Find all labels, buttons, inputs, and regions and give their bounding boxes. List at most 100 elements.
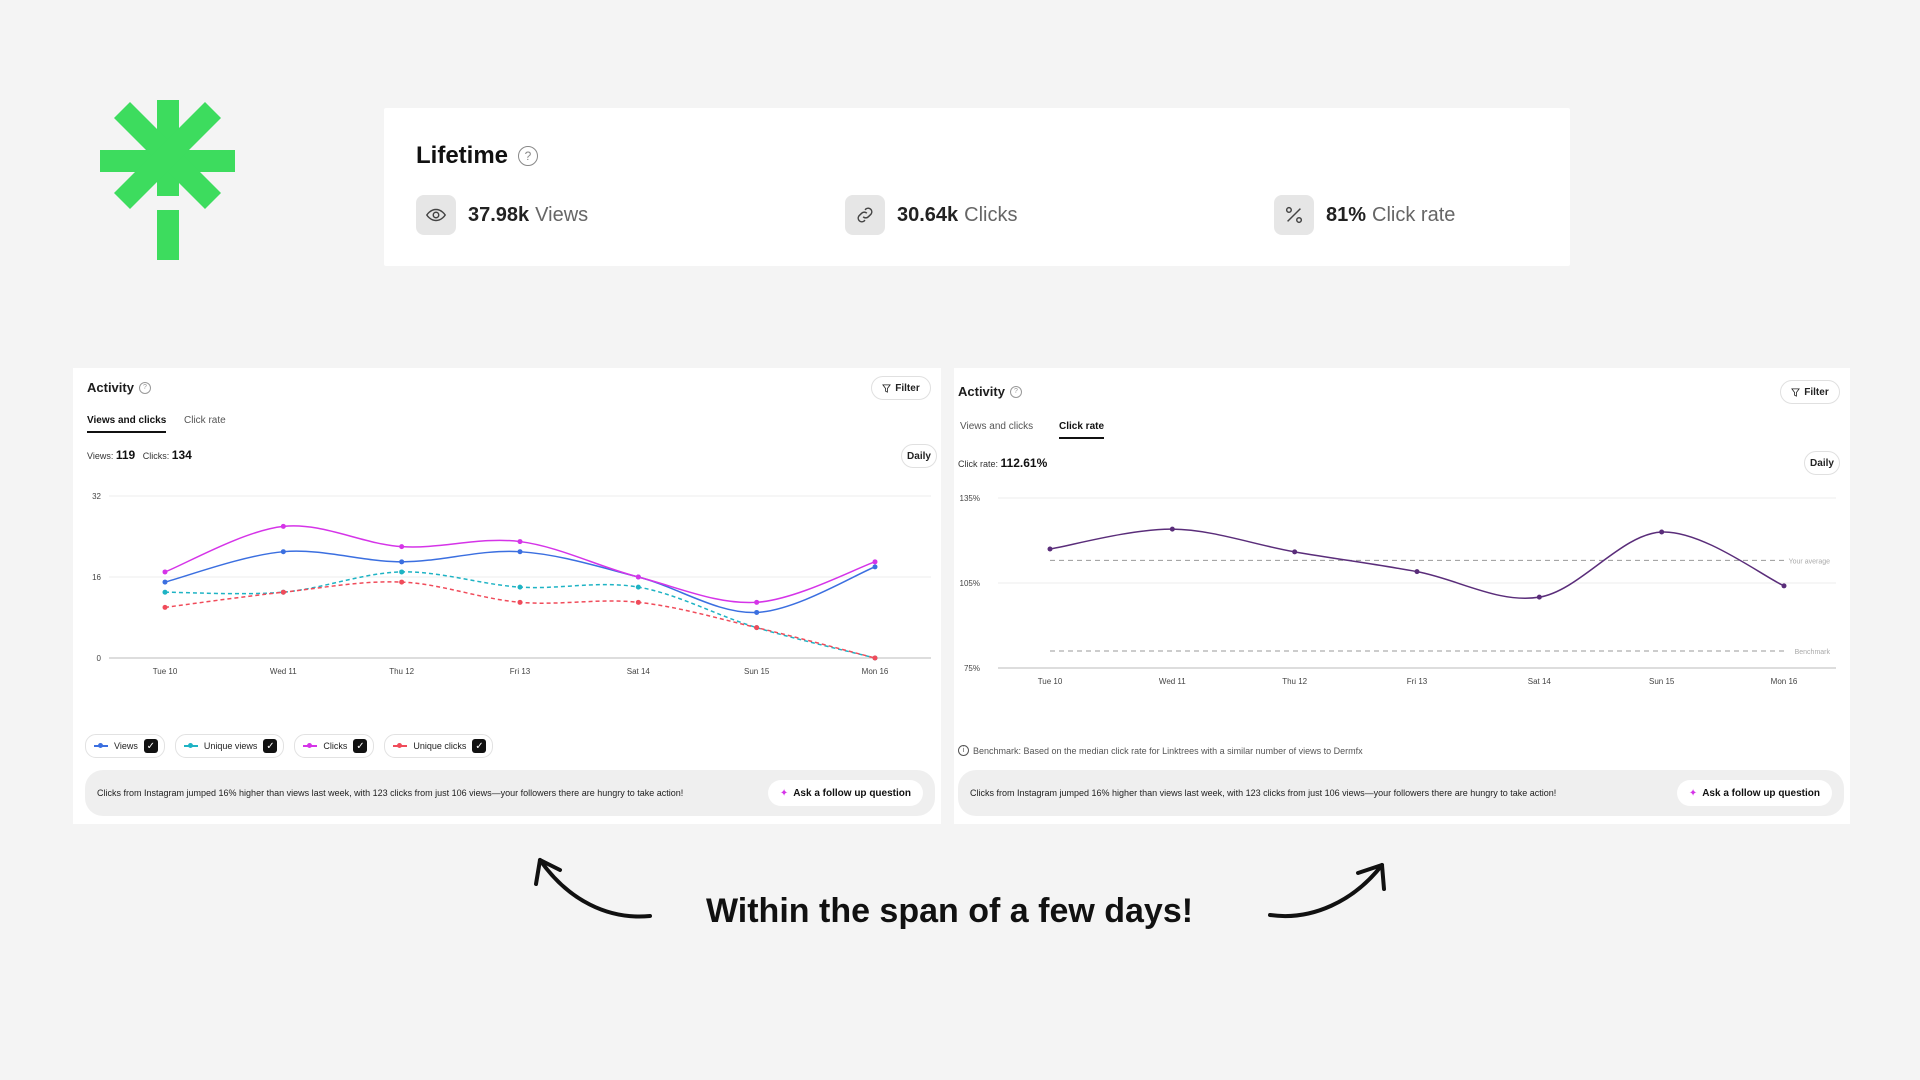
series-line — [1049, 528, 1785, 599]
arrow-left-icon — [534, 858, 652, 919]
x-tick-label: Tue 10 — [1038, 677, 1063, 686]
x-tick-label: Tue 10 — [153, 667, 178, 676]
data-point — [872, 655, 878, 661]
reference-line-label: Benchmark — [1795, 649, 1831, 656]
percent-icon — [1274, 195, 1314, 235]
checkbox-checked-icon[interactable]: ✓ — [472, 739, 487, 753]
asterisk-logo-icon — [100, 100, 235, 260]
data-point — [399, 579, 405, 585]
chart-legend: Views ✓ Unique views ✓ Clicks ✓ Unique c… — [85, 734, 494, 758]
card-title: Activity ? — [87, 380, 151, 395]
legend-label: Clicks — [323, 741, 348, 751]
tab-click-rate[interactable]: Click rate — [184, 415, 226, 426]
help-icon[interactable]: ? — [518, 146, 539, 166]
ask-follow-up-button[interactable]: ✦ Ask a follow up question — [1676, 780, 1832, 806]
filter-button[interactable]: Filter — [1780, 380, 1840, 404]
lifetime-title: Lifetime ? — [416, 142, 539, 170]
card-title: Activity ? — [958, 384, 1022, 399]
checkbox-checked-icon[interactable]: ✓ — [143, 739, 158, 753]
tab-views-and-clicks[interactable]: Views and clicks — [87, 415, 167, 433]
filter-icon — [882, 383, 892, 393]
benchmark-note-text: Benchmark: Based on the median click rat… — [973, 745, 1363, 756]
data-point — [635, 584, 641, 590]
activity-card-click-rate: Activity ? Filter Views and clicks Click… — [954, 368, 1850, 824]
help-icon[interactable]: ? — [1009, 385, 1022, 398]
x-tick-label: Wed 11 — [270, 667, 297, 676]
data-point — [280, 589, 286, 595]
y-tick-label: 75% — [964, 664, 980, 673]
tab-views-and-clicks[interactable]: Views and clicks — [960, 421, 1034, 432]
data-point — [1292, 549, 1298, 555]
filter-icon — [1791, 387, 1801, 397]
arrow-right-icon — [1268, 863, 1386, 918]
click-rate-label: Click rate — [1372, 203, 1456, 226]
data-point — [754, 599, 760, 605]
x-tick-label: Sat 14 — [627, 667, 651, 676]
y-tick-label: 0 — [97, 654, 102, 663]
data-point — [162, 604, 168, 610]
filter-button[interactable]: Filter — [871, 376, 931, 400]
legend-label: Unique views — [203, 741, 258, 751]
data-point — [872, 564, 878, 570]
x-tick-label: Fri 13 — [1407, 677, 1428, 686]
legend-item-views[interactable]: Views ✓ — [85, 734, 165, 758]
stat-views: 37.98k Views — [416, 194, 588, 236]
benchmark-note: i Benchmark: Based on the median click r… — [958, 745, 1363, 756]
clicks-value: 30.64k — [897, 203, 959, 226]
stat-clicks: 30.64k Clicks — [845, 194, 1018, 236]
link-icon — [845, 195, 885, 235]
daily-button[interactable]: Daily — [1804, 451, 1840, 475]
data-point — [517, 549, 523, 555]
x-tick-label: Sat 14 — [1528, 677, 1552, 686]
x-tick-label: Fri 13 — [510, 667, 531, 676]
legend-item-unique-views[interactable]: Unique views ✓ — [174, 734, 285, 758]
data-point — [517, 539, 523, 545]
tab-click-rate[interactable]: Click rate — [1059, 421, 1105, 439]
y-tick-label: 16 — [92, 573, 101, 582]
data-point — [1169, 526, 1175, 532]
sparkle-icon: ✦ — [1688, 787, 1698, 799]
data-point — [635, 599, 641, 605]
data-point — [399, 559, 405, 565]
data-point — [517, 599, 523, 605]
views-value: 119 — [115, 448, 136, 462]
ask-label: Ask a follow up question — [793, 787, 911, 799]
legend-item-unique-clicks[interactable]: Unique clicks ✓ — [384, 734, 494, 758]
data-point — [1414, 569, 1420, 575]
x-tick-label: Wed 11 — [1159, 677, 1186, 686]
ask-follow-up-button[interactable]: ✦ Ask a follow up question — [767, 780, 923, 806]
views-value: 37.98k — [468, 203, 530, 226]
click-rate-summary: Click rate: 112.61% — [958, 456, 1047, 470]
data-point — [162, 589, 168, 595]
insight-text: Clicks from Instagram jumped 16% higher … — [970, 788, 1557, 798]
legend-label: Views — [114, 741, 138, 751]
sparkle-icon: ✦ — [779, 787, 789, 799]
daily-button[interactable]: Daily — [901, 444, 937, 468]
clicks-value: 134 — [171, 448, 192, 462]
data-point — [399, 544, 405, 550]
click-rate-label: Click rate: — [958, 459, 999, 469]
checkbox-checked-icon[interactable]: ✓ — [263, 739, 278, 753]
legend-swatch — [183, 743, 198, 748]
filter-label: Filter — [895, 382, 920, 394]
info-icon: i — [958, 745, 969, 756]
y-tick-label: 135% — [960, 494, 980, 503]
data-point — [754, 609, 760, 615]
legend-label: Unique clicks — [413, 741, 467, 751]
x-tick-label: Thu 12 — [389, 667, 414, 676]
stat-click-rate: 81% Click rate — [1274, 194, 1455, 236]
legend-item-clicks[interactable]: Clicks ✓ — [294, 734, 375, 758]
click-rate-chart: 75% 105% 135% Tue 10 Wed 11 Thu 12 Fri 13 Sat 1… — [960, 494, 1836, 686]
clicks-label: Clicks — [964, 203, 1018, 226]
help-icon[interactable]: ? — [138, 381, 151, 394]
insight-text: Clicks from Instagram jumped 16% higher … — [97, 788, 684, 798]
checkbox-checked-icon[interactable]: ✓ — [353, 739, 368, 753]
x-tick-label: Sun 15 — [744, 667, 770, 676]
data-point — [872, 559, 878, 565]
y-tick-label: 32 — [92, 492, 101, 501]
data-point — [1659, 529, 1665, 535]
clicks-label: Clicks: — [142, 451, 170, 461]
caption-text: Within the span of a few days! — [706, 892, 1194, 930]
x-tick-label: Mon 16 — [862, 667, 889, 676]
views-label: Views — [535, 203, 589, 226]
